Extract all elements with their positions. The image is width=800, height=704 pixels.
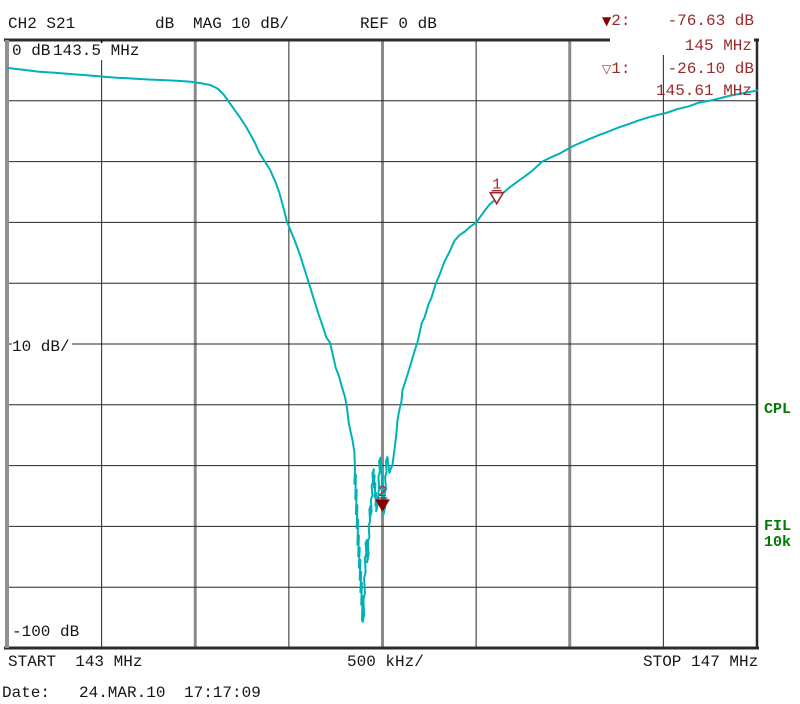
marker1-value: -26.10 dB	[667, 60, 754, 78]
marker2-filled-triangle-icon: ▼	[602, 14, 612, 28]
marker1-symbol-and-number: ▽1:	[602, 60, 631, 78]
marker2-value: -76.63 dB	[667, 12, 754, 30]
marker1-hollow-triangle-icon: ▽	[602, 62, 612, 76]
marker2-frequency: 145 MHz	[610, 38, 754, 55]
bottom-level-label: -100 dB	[12, 623, 82, 641]
scale-label: MAG 10 dB/	[193, 15, 290, 33]
channel-label: CH2 S21	[8, 15, 76, 33]
marker1-frequency: 145.61 MHz	[655, 82, 752, 100]
ref-label: REF 0 dB	[360, 15, 437, 33]
date-label: Date:	[2, 684, 51, 702]
date-value: 24.MAR.10	[79, 684, 166, 702]
marker2-symbol-and-number: ▼2:	[602, 12, 631, 30]
format-label: dB	[155, 15, 175, 33]
span-per-div-label: 500 kHz/	[347, 653, 424, 671]
scale-per-div-label: 10 dB/	[12, 338, 72, 356]
fil-status-label: FIL	[764, 518, 792, 535]
fil-bandwidth-label: 10k	[764, 534, 792, 551]
svg-text:2: 2	[378, 484, 387, 501]
marker1-readout: ▽1: -26.10 dB	[602, 61, 754, 78]
start-frequency-label: START 143 MHz	[8, 653, 143, 671]
ref-freq-label: 143.5 MHz	[53, 42, 142, 60]
cpl-status-label: CPL	[764, 401, 792, 418]
marker2-readout: ▼2: -76.63 dB	[602, 13, 754, 30]
svg-text:1: 1	[492, 177, 501, 194]
time-value: 17:17:09	[184, 684, 261, 702]
stop-frequency-label: STOP 147 MHz	[643, 653, 759, 671]
ref-level-label: 0 dB	[12, 42, 53, 60]
